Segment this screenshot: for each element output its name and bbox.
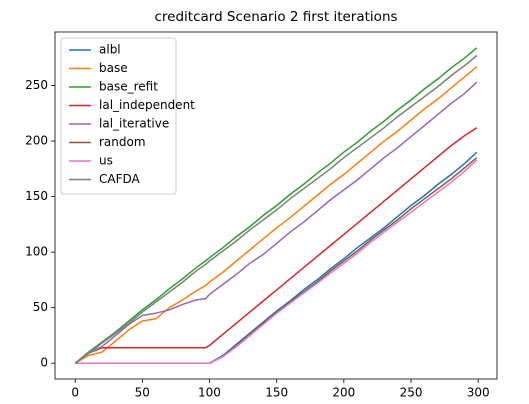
legend-label: us [99, 154, 113, 168]
x-tick-label: 250 [400, 386, 423, 400]
line [74, 47, 478, 364]
x-tick-label: 200 [332, 386, 355, 400]
x-tick-label: 150 [265, 386, 288, 400]
y-tick-label: 150 [25, 189, 48, 203]
y-tick-label: 50 [33, 300, 48, 314]
line [75, 159, 478, 364]
legend-label: base_refit [99, 80, 158, 94]
legend-label: CAFDA [99, 172, 141, 186]
plot-frame [54, 31, 498, 380]
x-tick-label: 100 [198, 386, 221, 400]
line [74, 54, 478, 364]
legend-label: base [99, 61, 128, 75]
legend-box [60, 37, 177, 195]
line [74, 66, 478, 364]
x-tick-label: 300 [467, 386, 490, 400]
legend-label: lal_iterative [99, 117, 169, 131]
line [74, 81, 478, 364]
x-tick-label: 50 [135, 386, 150, 400]
legend-label: random [99, 135, 146, 149]
y-tick-label: 250 [25, 78, 48, 92]
legend-label: albl [99, 43, 121, 57]
line [74, 127, 478, 364]
legend: albl base base_refit lal_independent lal_ite… [60, 37, 195, 195]
y-tick-label: 200 [25, 134, 48, 148]
y-tick-label: 100 [25, 245, 48, 259]
chart-title: creditcard Scenario 2 first iterations [154, 9, 397, 25]
legend-label: lal_independent [99, 98, 195, 112]
x-tick-label: 0 [71, 386, 79, 400]
y-tick-label: 0 [40, 356, 48, 370]
